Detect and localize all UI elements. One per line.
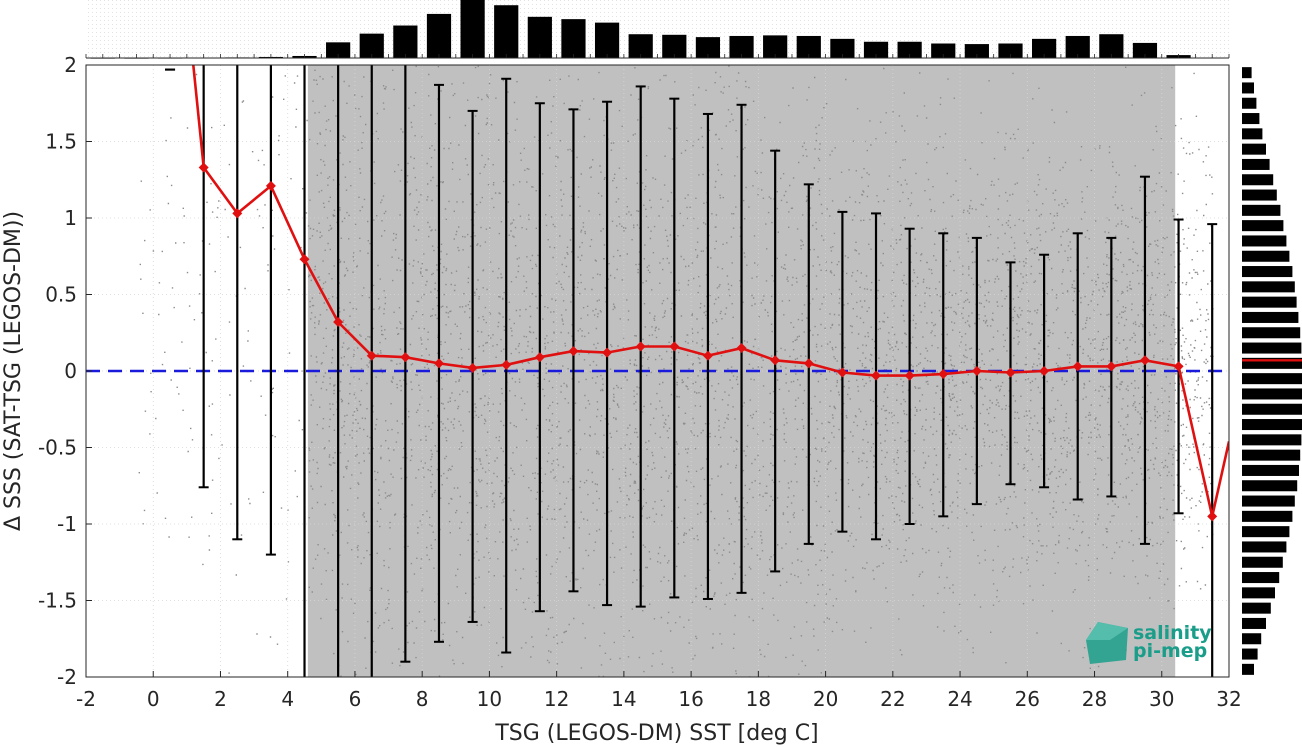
right-histogram-bar: [1242, 587, 1275, 598]
right-histogram-bar: [1242, 465, 1299, 476]
x-tick-label: 28: [1082, 687, 1107, 711]
right-histogram-bar: [1242, 174, 1273, 185]
x-tick-label: 8: [416, 687, 429, 711]
right-histogram-bar: [1242, 266, 1292, 277]
right-histogram-bar: [1242, 281, 1295, 292]
right-histogram-bar: [1242, 603, 1271, 614]
right-histogram-bar: [1242, 526, 1289, 537]
right-histogram-bar: [1242, 388, 1302, 399]
x-tick-label: 30: [1149, 687, 1174, 711]
right-histogram-bar: [1242, 67, 1252, 78]
x-tick-label: 6: [349, 687, 362, 711]
right-histogram-bar: [1242, 327, 1300, 338]
salinity-pimep-logo: salinity pi-mep: [1086, 622, 1212, 664]
y-tick-label: 0.5: [45, 283, 77, 307]
y-tick-label: -2: [57, 665, 77, 689]
x-tick-label: 14: [611, 687, 636, 711]
right-histogram-bar: [1242, 480, 1297, 491]
y-tick-label: 1.5: [45, 130, 77, 154]
x-axis-label: TSG (LEGOS-DM) SST [deg C]: [494, 721, 818, 746]
top-histogram-bar: [528, 17, 552, 58]
x-tick-label: 26: [1015, 687, 1040, 711]
right-histogram-bar: [1242, 205, 1280, 216]
y-tick-label: -1.5: [38, 589, 77, 613]
x-tick-label: 16: [678, 687, 703, 711]
x-tick-label: -2: [76, 687, 96, 711]
right-histogram-bar: [1242, 113, 1259, 124]
top-histogram-bar: [561, 19, 585, 58]
right-histogram-bar: [1242, 511, 1292, 522]
right-histogram-bar: [1242, 618, 1266, 629]
right-histogram-bar: [1242, 159, 1270, 170]
right-histogram-area: [1240, 65, 1302, 677]
y-tick-label: 2: [64, 53, 77, 77]
right-histogram-bar: [1242, 572, 1279, 583]
x-tick-label: 10: [477, 687, 502, 711]
right-histogram-bar: [1242, 343, 1301, 354]
x-tick-label: 32: [1216, 687, 1241, 711]
right-histogram-bar: [1242, 297, 1297, 308]
right-histogram-bar: [1242, 373, 1302, 384]
top-histogram-bar: [461, 0, 485, 58]
logo-line2: pi-mep: [1133, 640, 1207, 662]
right-histogram-bar: [1242, 312, 1298, 323]
right-histogram-bar: [1242, 220, 1283, 231]
right-histogram-bar: [1242, 664, 1254, 675]
x-tick-label: 4: [281, 687, 294, 711]
y-tick-label: -0.5: [38, 436, 77, 460]
right-histogram-bar: [1242, 557, 1283, 568]
top-histogram-bar: [427, 14, 451, 58]
y-tick-label: 0: [64, 359, 77, 383]
right-histogram-bar: [1242, 541, 1286, 552]
top-histogram-bar: [494, 5, 518, 58]
right-histogram-bar: [1242, 633, 1261, 644]
right-histogram-bar: [1242, 404, 1302, 415]
right-histogram-bar: [1242, 450, 1300, 461]
right-histogram-bar: [1242, 128, 1262, 139]
right-histogram-bar: [1242, 649, 1258, 660]
y-tick-label: 1: [64, 206, 77, 230]
y-tick-label: -1: [57, 512, 77, 536]
right-histogram-bar: [1242, 419, 1302, 430]
right-histogram-bar: [1242, 251, 1289, 262]
x-tick-label: 20: [813, 687, 838, 711]
x-tick-label: 12: [544, 687, 569, 711]
y-axis-label: Δ SSS (SAT-TSG (LEGOS-DM)): [1, 211, 26, 531]
x-tick-label: 22: [880, 687, 905, 711]
right-histogram-bar: [1242, 235, 1286, 246]
x-tick-label: 18: [746, 687, 771, 711]
right-histogram-bar: [1242, 434, 1301, 445]
right-histogram-bar: [1242, 98, 1256, 109]
top-histogram-area: [86, 0, 1229, 58]
top-histogram-bar: [595, 23, 619, 58]
x-tick-label: 2: [214, 687, 227, 711]
right-histogram-bar: [1242, 82, 1254, 93]
right-histogram-bar: [1242, 190, 1277, 201]
y-axis-ticks: -2 -1.5 -1 -0.5 0 0.5 1 1.5 2: [38, 53, 92, 689]
right-histogram-bar: [1242, 496, 1295, 507]
top-histogram-bar: [393, 26, 417, 58]
x-tick-label: 24: [947, 687, 972, 711]
right-histogram-bar: [1242, 144, 1266, 155]
x-tick-label: 0: [147, 687, 160, 711]
